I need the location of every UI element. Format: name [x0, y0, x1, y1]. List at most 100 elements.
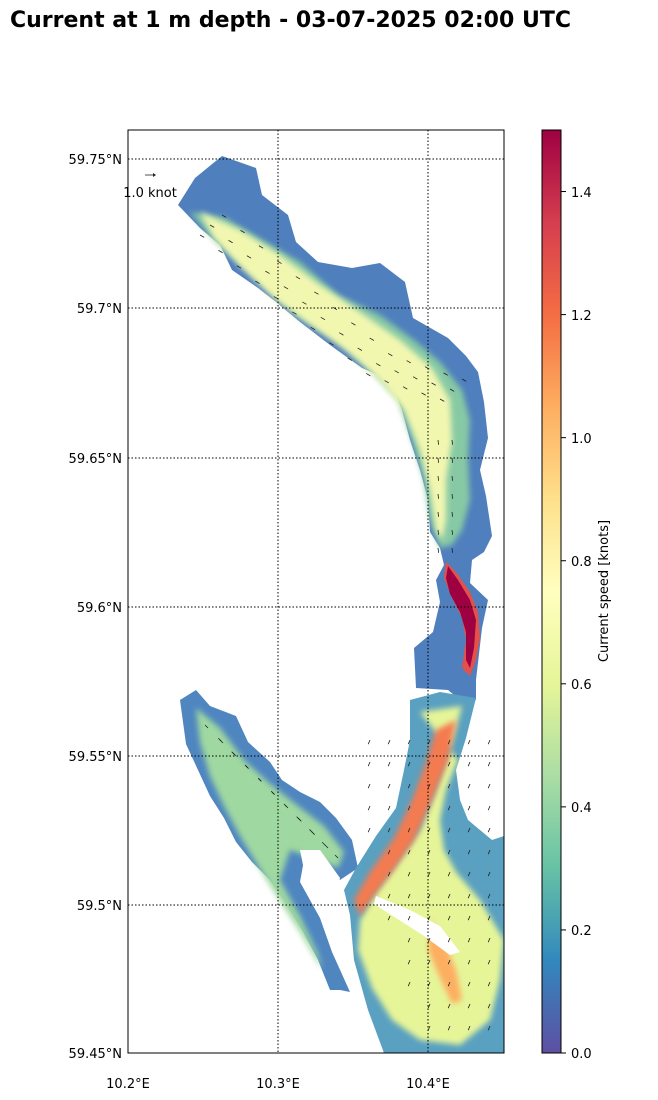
current-vector	[236, 265, 242, 269]
current-vector	[487, 937, 491, 943]
current-vector	[412, 376, 418, 380]
current-vector	[443, 372, 448, 376]
current-vector	[437, 439, 439, 445]
current-vector	[487, 893, 491, 899]
water-north-core	[200, 212, 452, 540]
current-vector	[283, 286, 289, 290]
current-vector	[384, 380, 390, 384]
current-vector	[310, 326, 316, 331]
current-vector	[437, 529, 439, 535]
current-vector	[273, 296, 279, 300]
current-vector	[467, 761, 471, 767]
current-vector	[447, 915, 451, 921]
current-vector	[487, 981, 491, 987]
current-vector	[329, 342, 334, 346]
current-vector	[451, 511, 453, 517]
colorbar-tick-label: 1.2	[571, 309, 592, 324]
current-speed-field	[178, 156, 504, 1053]
current-vector	[467, 827, 471, 833]
current-vector	[407, 937, 411, 943]
current-vector	[451, 457, 453, 463]
current-vector	[427, 1003, 431, 1009]
current-vector	[387, 739, 391, 745]
current-vector	[487, 849, 491, 855]
current-vector	[487, 915, 491, 921]
colorbar-tick-label: 0.2	[571, 924, 592, 939]
water-south-fast-jet	[354, 720, 456, 916]
current-vector	[367, 761, 371, 767]
current-vector	[406, 360, 412, 364]
colorbar-ticks	[561, 191, 566, 1054]
current-vector	[375, 363, 381, 367]
current-vector	[258, 778, 262, 782]
current-vector	[407, 871, 411, 877]
current-vector	[451, 475, 453, 481]
lat-label: 59.7°N	[77, 302, 122, 317]
current-vector	[255, 280, 260, 284]
current-vector	[357, 347, 363, 351]
colorbar-tick-label: 0.6	[571, 678, 592, 693]
current-vector	[387, 761, 391, 767]
current-vector	[321, 841, 326, 846]
current-vector	[449, 388, 455, 392]
current-vector	[367, 827, 371, 833]
lat-label: 59.55°N	[69, 750, 122, 765]
current-vector	[387, 849, 391, 855]
land-peninsula	[300, 850, 340, 896]
current-vector	[258, 245, 264, 249]
current-vector	[467, 1025, 471, 1031]
current-vector	[447, 783, 451, 789]
current-vector	[467, 871, 471, 877]
current-vector	[467, 849, 471, 855]
lat-label: 59.45°N	[69, 1047, 122, 1062]
current-vector	[407, 761, 411, 767]
current-vector	[447, 981, 451, 987]
longitude-labels: 10.2°E 10.3°E 10.4°E	[106, 1077, 450, 1092]
current-vector	[487, 959, 491, 965]
map-title: Current at 1 m depth - 03-07-2025 02:00 …	[10, 8, 571, 33]
current-vector	[447, 827, 451, 833]
current-vector	[447, 849, 451, 855]
current-vector	[292, 311, 297, 315]
lon-label: 10.3°E	[256, 1077, 300, 1092]
current-vector	[339, 332, 344, 336]
current-vector	[451, 547, 453, 553]
current-vector	[407, 849, 411, 855]
current-vector	[277, 260, 282, 264]
current-vector	[402, 386, 408, 390]
current-vector	[320, 316, 326, 321]
water-strait-core	[446, 566, 476, 668]
lon-label: 10.2°E	[106, 1077, 150, 1092]
current-vector	[284, 804, 289, 809]
current-vector	[447, 871, 451, 877]
colorbar-tick-label: 1.4	[571, 186, 592, 201]
current-vector	[447, 893, 451, 899]
current-vector	[407, 827, 411, 833]
current-vector	[218, 738, 222, 742]
current-vector	[427, 937, 431, 943]
colorbar-tick-label: 0.4	[571, 801, 592, 816]
current-vector	[209, 224, 215, 228]
current-vector	[407, 783, 411, 789]
current-vector	[461, 378, 467, 382]
current-vector	[487, 1025, 491, 1031]
current-vector	[295, 276, 301, 280]
current-vector	[332, 306, 338, 311]
current-vector	[369, 337, 375, 341]
current-vector	[240, 230, 245, 234]
current-vector	[447, 959, 451, 965]
current-vector	[427, 849, 431, 855]
current-vector	[311, 831, 315, 835]
current-vector	[387, 893, 391, 899]
current-vector	[467, 915, 471, 921]
current-vector	[387, 871, 391, 877]
lat-label: 59.65°N	[69, 452, 122, 467]
current-vector	[244, 764, 249, 769]
current-vector	[424, 366, 430, 370]
current-vector	[367, 805, 371, 811]
current-vector	[467, 783, 471, 789]
current-vector	[487, 871, 491, 877]
current-vector	[447, 1025, 451, 1031]
lon-label: 10.4°E	[406, 1077, 450, 1092]
